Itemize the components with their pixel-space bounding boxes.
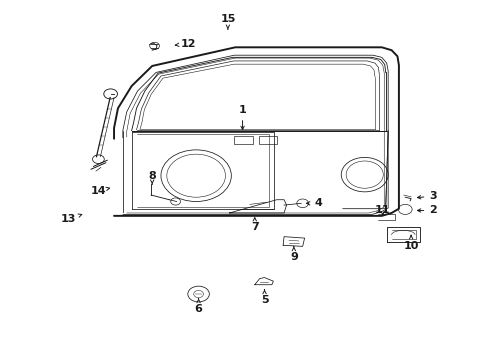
Text: 15: 15 — [220, 14, 236, 29]
Text: 1: 1 — [239, 105, 246, 130]
Text: 5: 5 — [261, 289, 269, 305]
Text: 2: 2 — [417, 206, 437, 216]
Text: 12: 12 — [175, 39, 196, 49]
Text: 14: 14 — [91, 186, 110, 196]
Text: 13: 13 — [60, 214, 82, 224]
Text: 6: 6 — [195, 298, 202, 314]
Text: 8: 8 — [148, 171, 156, 184]
Text: 7: 7 — [251, 218, 259, 231]
Text: 11: 11 — [375, 206, 391, 216]
Text: 4: 4 — [307, 198, 322, 208]
Text: 9: 9 — [290, 247, 298, 262]
Text: 3: 3 — [417, 191, 437, 201]
Text: 10: 10 — [403, 235, 419, 251]
Bar — [259, 136, 277, 144]
Bar — [234, 136, 253, 144]
